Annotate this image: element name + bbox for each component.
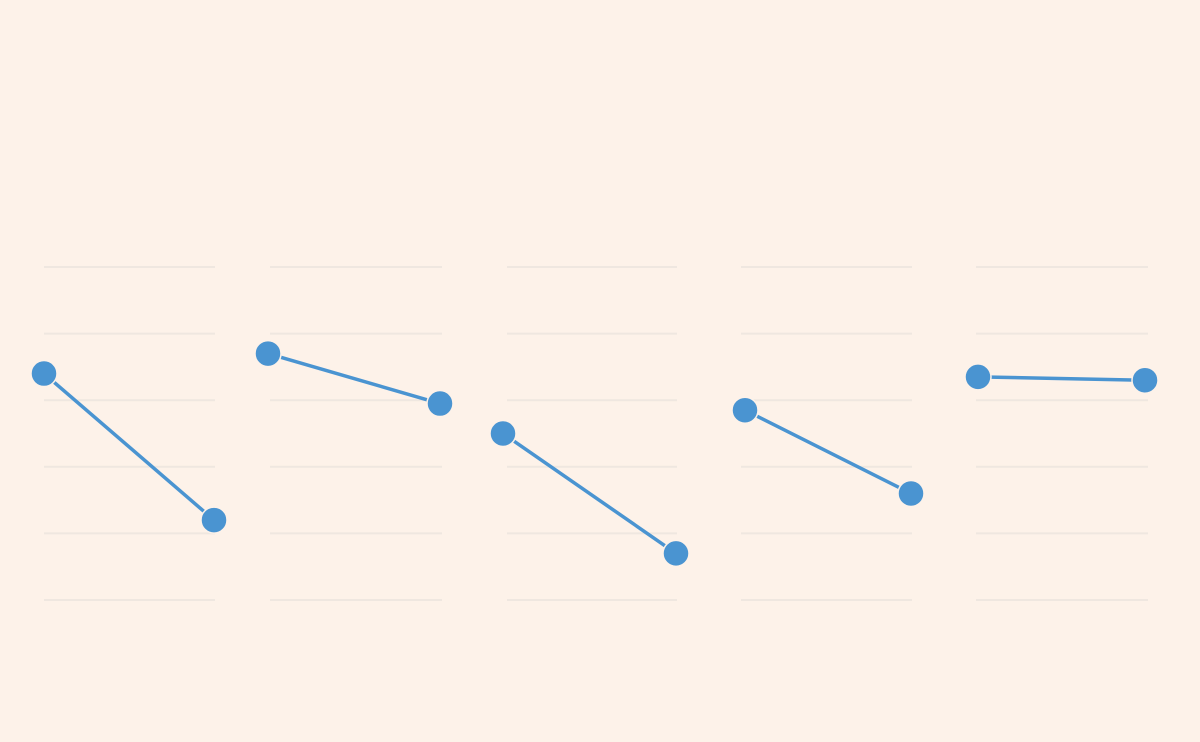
data-point-end [1132, 367, 1158, 393]
data-point-start [965, 364, 991, 390]
data-point-start [490, 421, 516, 447]
panel-4 [732, 267, 924, 600]
data-point-end [427, 391, 453, 417]
data-point-end [898, 480, 924, 506]
data-point-start [255, 341, 281, 367]
series-line [503, 434, 676, 554]
data-point-start [732, 397, 758, 423]
panel-5 [965, 267, 1158, 600]
series-line [268, 354, 440, 404]
series-line [978, 377, 1145, 380]
panel-1 [31, 267, 227, 600]
panel-2 [255, 267, 453, 600]
panel-3 [490, 267, 689, 600]
series-line [44, 374, 214, 521]
data-point-end [201, 507, 227, 533]
data-point-end [663, 540, 689, 566]
data-point-start [31, 361, 57, 387]
series-line [745, 410, 911, 493]
